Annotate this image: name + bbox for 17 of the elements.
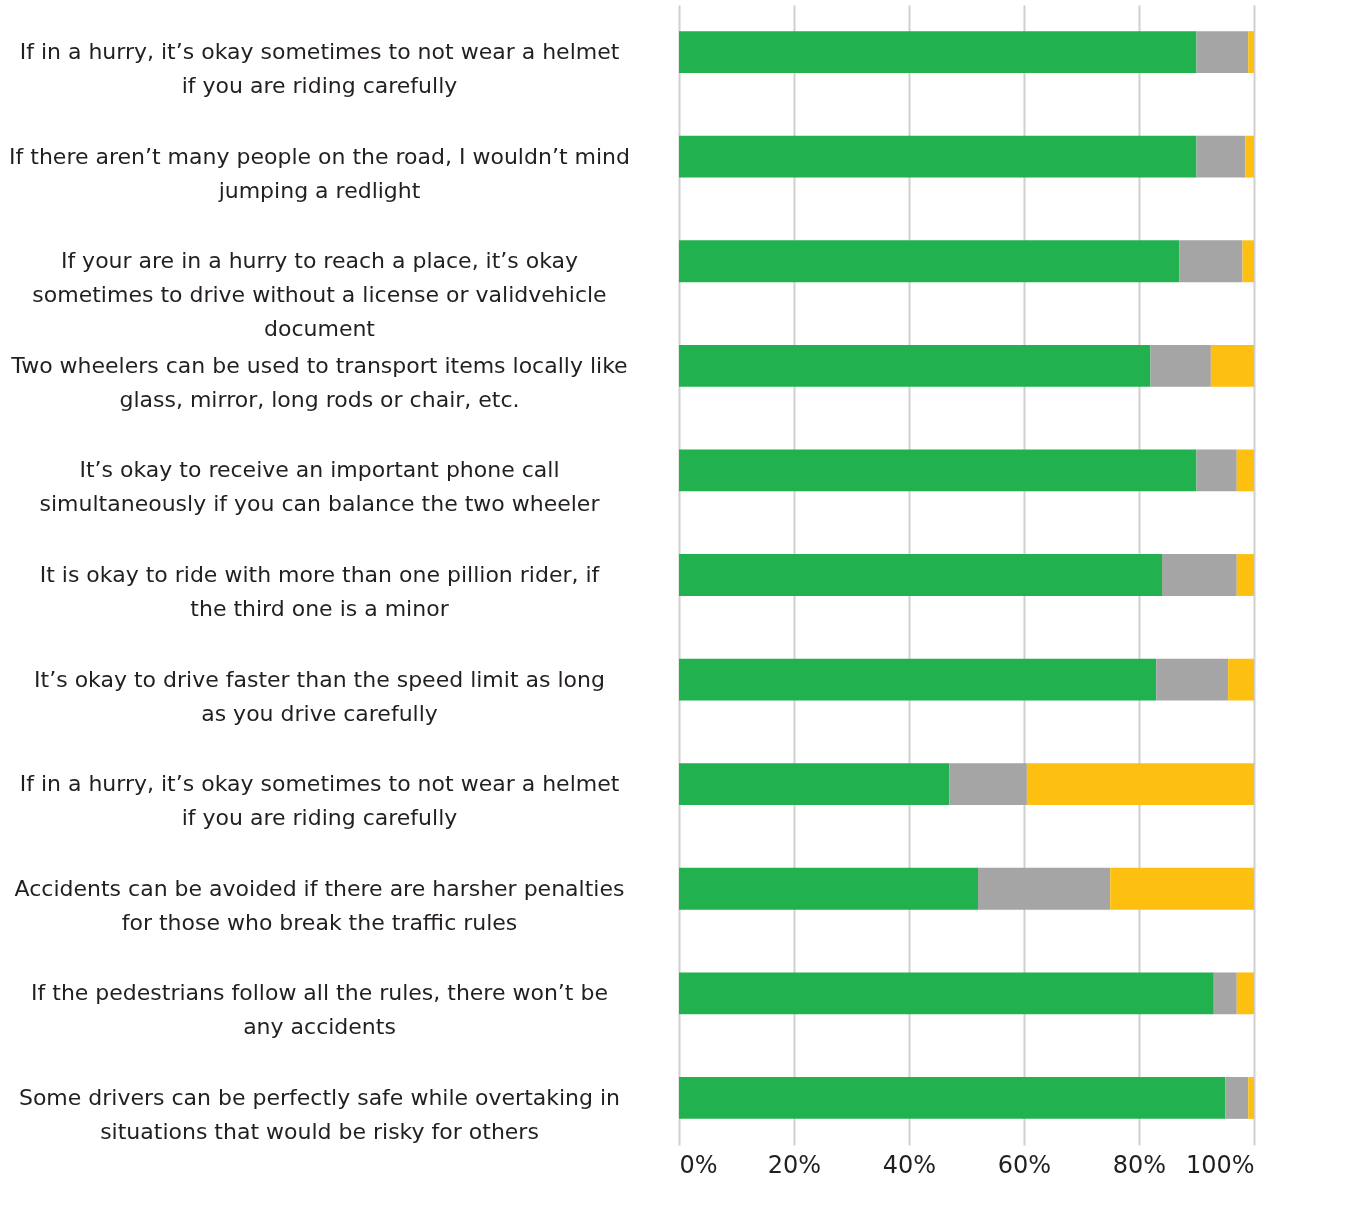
- y-tick-label: It’s okay to receive an important phone call simultaneously if you can balance the two wheeler: [39, 457, 601, 517]
- y-tick-label: Some drivers can be perfectly safe while overtaking in situations that would be risky for others: [18, 1084, 621, 1144]
- y-tick-label: Accidents can be avoided if there are harsher penalties for those who break the traffic rules: [14, 875, 625, 935]
- y-tick-label: If in a hurry, it’s okay sometimes to not wear a helmet if you are riding carefully: [19, 771, 620, 831]
- y-tick-label: If the pedestrians follow all the rules, there won’t be any accidents: [31, 980, 608, 1040]
- x-tick-label: 60%: [997, 1150, 1052, 1179]
- y-tick-label: Two wheelers can be used to transport items locally like glass, mirror, long rods or chair, etc.: [10, 352, 628, 412]
- y-tick-label: It is okay to ride with more than one pillion rider, if the third one is a minor: [39, 562, 601, 621]
- y-tick-label: If in a hurry, it’s okay sometimes to not wear a helmet if you are riding carefully: [19, 39, 620, 99]
- y-tick-label: If your are in a hurry to reach a place, it’s okay sometimes to drive without a license or validvehicle document: [32, 248, 607, 342]
- x-tick-label: 80%: [1112, 1150, 1167, 1179]
- x-tick-label: 20%: [767, 1150, 822, 1179]
- y-tick-label: If there aren’t many people on the road, I wouldn’t mind jumping a redlight: [9, 143, 630, 203]
- x-tick-label: 100%: [1185, 1150, 1255, 1179]
- x-tick-label: 40%: [882, 1150, 937, 1179]
- y-tick-label: It’s okay to drive faster than the speed limit as long as you drive carefully: [34, 666, 605, 726]
- x-tick-label: 0%: [679, 1150, 718, 1179]
